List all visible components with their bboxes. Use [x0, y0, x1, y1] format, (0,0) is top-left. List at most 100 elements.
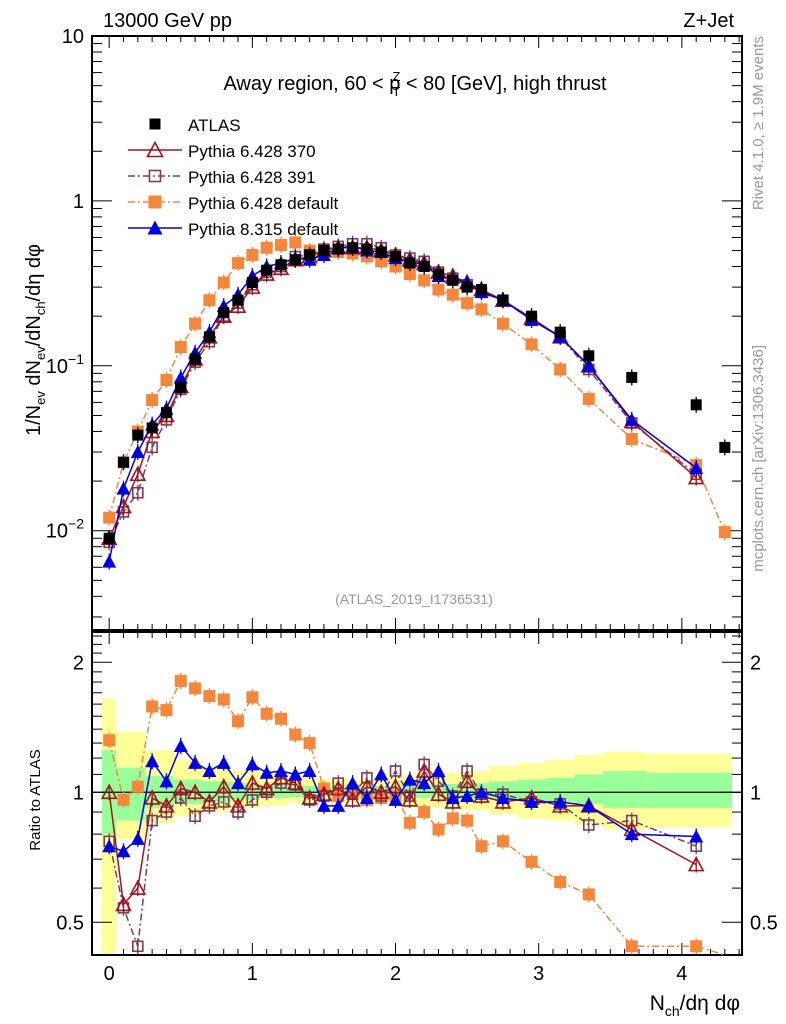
data-point-p6_391: [146, 814, 158, 827]
data-point-p6_default: [375, 255, 388, 268]
data-point-p6_370: [129, 879, 147, 895]
data-point-atlas: [461, 281, 473, 293]
data-point-p6_default: [446, 812, 459, 825]
data-point-p6_default: [146, 700, 159, 713]
ratio-y-tick-label-right: 0.5: [750, 912, 778, 934]
legend-label-p6_391: Pythia 6.428 391: [188, 168, 316, 187]
data-point-atlas: [418, 261, 430, 273]
data-point-p8_default: [388, 792, 403, 806]
legend-label-p8_default: Pythia 8.315 default: [188, 220, 339, 239]
data-point-p6_default: [582, 888, 595, 901]
legend-label-p6_default: Pythia 6.428 default: [188, 194, 339, 213]
x-tick-label: 0: [104, 963, 115, 985]
legend-marker-p6_391: [148, 169, 162, 183]
data-point-p6_default: [625, 432, 638, 445]
data-point-p6_default: [475, 840, 488, 853]
data-point-p6_370: [172, 779, 190, 796]
data-point-atlas: [189, 353, 201, 365]
data-point-p6_default: [174, 674, 187, 687]
legend: ATLAS Pythia 6.428 370 Pythia 6.428 391 Pyt…: [128, 116, 339, 239]
data-point-p8_default: [624, 412, 639, 426]
data-point-p6_370: [687, 855, 705, 872]
legend-marker-p6_370: [146, 140, 164, 158]
data-point-p6_default: [403, 268, 416, 281]
data-point-p8_default: [116, 481, 131, 495]
data-point-p6_370: [430, 785, 447, 801]
data-point-p8_default: [581, 358, 596, 372]
ratio-y-axis-title: Ratio to ATLAS: [27, 749, 44, 850]
ratio-plot-frame: [91, 631, 743, 956]
data-point-p6_391: [217, 796, 230, 808]
data-point-p6_default: [274, 712, 287, 725]
data-point-p6_370: [687, 468, 705, 485]
legend-label-p6_370: Pythia 6.428 370: [188, 142, 316, 161]
data-point-atlas: [275, 259, 287, 271]
data-point-p8_default: [273, 764, 288, 778]
data-point-p8_default: [173, 738, 188, 752]
data-point-p6_default: [274, 239, 287, 252]
data-point-p6_default: [289, 728, 302, 741]
data-point-p8_default: [331, 798, 346, 812]
data-point-p8_default: [689, 461, 704, 475]
data-point-p8_default: [173, 370, 188, 384]
data-point-atlas: [203, 331, 215, 343]
mcplots-label: mcplots.cern.ch [arXiv:1306.3436]: [750, 345, 767, 572]
data-point-p8_default: [316, 798, 331, 812]
y-tick-label: 1: [73, 191, 84, 213]
x-tick-label: 1: [247, 963, 258, 985]
data-point-p8_default: [445, 790, 460, 804]
data-point-p6_default: [554, 875, 567, 888]
data-point-atlas: [390, 251, 402, 263]
data-point-p6_default: [418, 274, 431, 287]
data-point-p6_default: [203, 294, 216, 307]
data-point-atlas: [719, 441, 731, 453]
data-point-atlas: [232, 294, 244, 306]
data-point-atlas: [261, 264, 273, 276]
data-point-p6_370: [186, 783, 204, 800]
data-point-atlas: [554, 326, 566, 338]
data-point-atlas: [690, 399, 702, 411]
data-point-p6_default: [217, 693, 230, 706]
data-point-p6_391: [246, 794, 259, 806]
data-point-p6_370: [301, 789, 318, 805]
data-point-p8_default: [581, 798, 596, 812]
rivet-version-label: Rivet 4.1.0, ≥ 1.9M events: [750, 36, 767, 210]
data-point-p8_default: [359, 790, 374, 804]
data-point-p6_default: [432, 823, 445, 836]
data-point-p6_default: [446, 288, 459, 301]
data-point-p8_default: [402, 772, 417, 786]
data-point-p8_default: [302, 764, 317, 778]
data-point-p6_370: [286, 774, 304, 790]
data-point-p6_default: [303, 737, 316, 750]
data-point-atlas: [117, 456, 129, 468]
data-point-p6_default: [260, 707, 273, 720]
data-point-p8_default: [102, 839, 117, 853]
x-tick-label: 2: [390, 963, 401, 985]
data-point-p8_default: [130, 831, 145, 845]
data-point-p8_default: [689, 829, 704, 843]
data-point-p6_370: [458, 772, 476, 789]
data-point-p8_default: [202, 764, 217, 778]
data-point-p6_default: [403, 816, 416, 829]
data-point-p6_default: [146, 394, 159, 407]
data-point-p6_default: [625, 940, 638, 953]
main-title-pre: Away region, 60 < p: [223, 73, 400, 95]
series-line-p6_default: [108, 241, 726, 533]
main-y-axis-title: 1/Nev dNev/dNch/dη dφ: [23, 244, 48, 436]
data-point-p6_370: [201, 793, 218, 809]
main-title-sup: Z: [392, 69, 400, 84]
data-point-p6_370: [129, 465, 147, 482]
data-point-p8_default: [259, 765, 274, 779]
main-title: Away region, 60 < pTZ < 80 [GeV], high t…: [223, 69, 607, 99]
data-point-atlas: [332, 243, 344, 255]
data-point-p6_default: [103, 734, 116, 747]
data-point-p8_default: [460, 789, 475, 803]
data-point-p6_370: [100, 783, 118, 800]
data-point-p6_default: [217, 276, 230, 289]
data-point-p6_default: [690, 940, 703, 953]
data-point-p8_default: [553, 794, 568, 808]
data-point-p6_default: [718, 526, 731, 539]
data-point-p6_default: [160, 374, 173, 387]
main-plot-frame: [91, 35, 743, 631]
data-point-p8_default: [116, 844, 131, 858]
